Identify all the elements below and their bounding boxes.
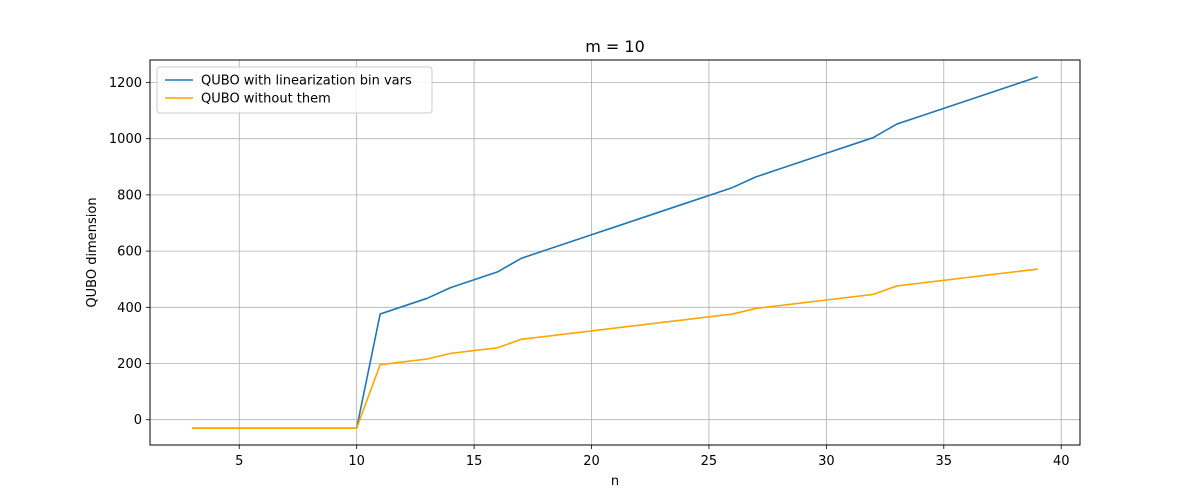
x-tick-label: 5 xyxy=(235,454,243,469)
x-tick-label: 40 xyxy=(1053,454,1070,469)
plot-area-frame xyxy=(149,59,1081,446)
grid-lines xyxy=(150,60,1080,445)
y-tick-label: 1000 xyxy=(109,132,142,147)
x-tick-label: 15 xyxy=(466,454,483,469)
legend-box xyxy=(156,66,433,114)
x-tick-label: 35 xyxy=(936,454,953,469)
series-line-2 xyxy=(192,268,1038,429)
x-axis-label: n xyxy=(611,474,619,489)
x-tick-label: 30 xyxy=(818,454,835,469)
y-tick-label: 800 xyxy=(117,188,142,203)
legend-label: QUBO without them xyxy=(201,92,331,107)
y-tick-label: 0 xyxy=(134,413,142,428)
y-tick-label: 600 xyxy=(117,245,142,260)
y-tick-label: 1200 xyxy=(109,76,142,91)
x-tick-label: 25 xyxy=(701,454,718,469)
x-tick-label: 20 xyxy=(583,454,600,469)
legend: QUBO with linearization bin vars QUBO wit… xyxy=(156,66,433,114)
chart-title: m = 10 xyxy=(585,37,645,56)
legend-label: QUBO with linearization bin vars xyxy=(201,74,412,89)
series-line-1 xyxy=(192,76,1038,429)
x-tick-label: 10 xyxy=(348,454,365,469)
y-tick-label: 200 xyxy=(117,357,142,372)
y-tick-label: 400 xyxy=(117,301,142,316)
y-axis-label: QUBO dimension xyxy=(85,197,100,307)
series-lines xyxy=(192,76,1038,429)
